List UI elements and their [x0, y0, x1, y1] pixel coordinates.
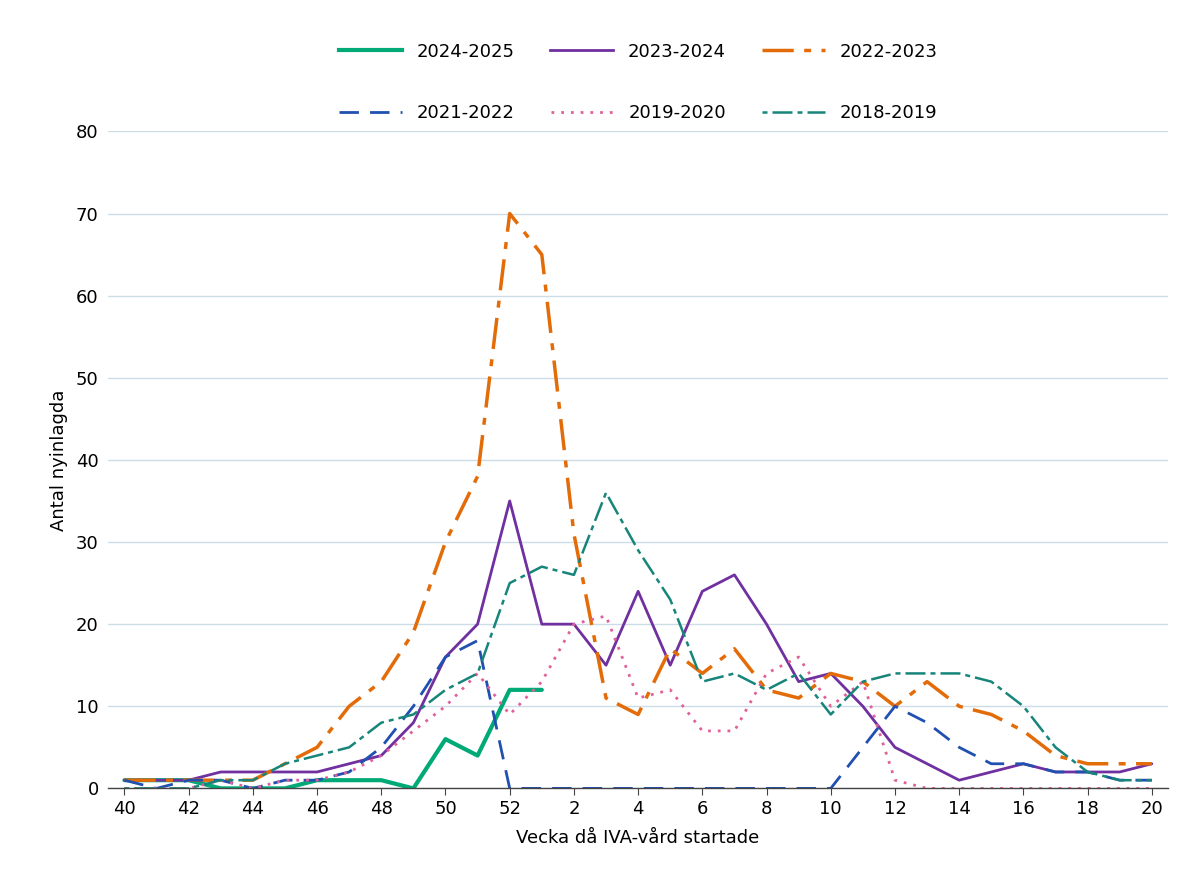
Y-axis label: Antal nyinlagda: Antal nyinlagda: [49, 389, 67, 531]
Legend: 2024-2025, 2023-2024, 2022-2023: 2024-2025, 2023-2024, 2022-2023: [331, 35, 945, 67]
X-axis label: Vecka då IVA-vård startade: Vecka då IVA-vård startade: [517, 830, 760, 847]
Legend: 2021-2022, 2019-2020, 2018-2019: 2021-2022, 2019-2020, 2018-2019: [332, 96, 944, 129]
